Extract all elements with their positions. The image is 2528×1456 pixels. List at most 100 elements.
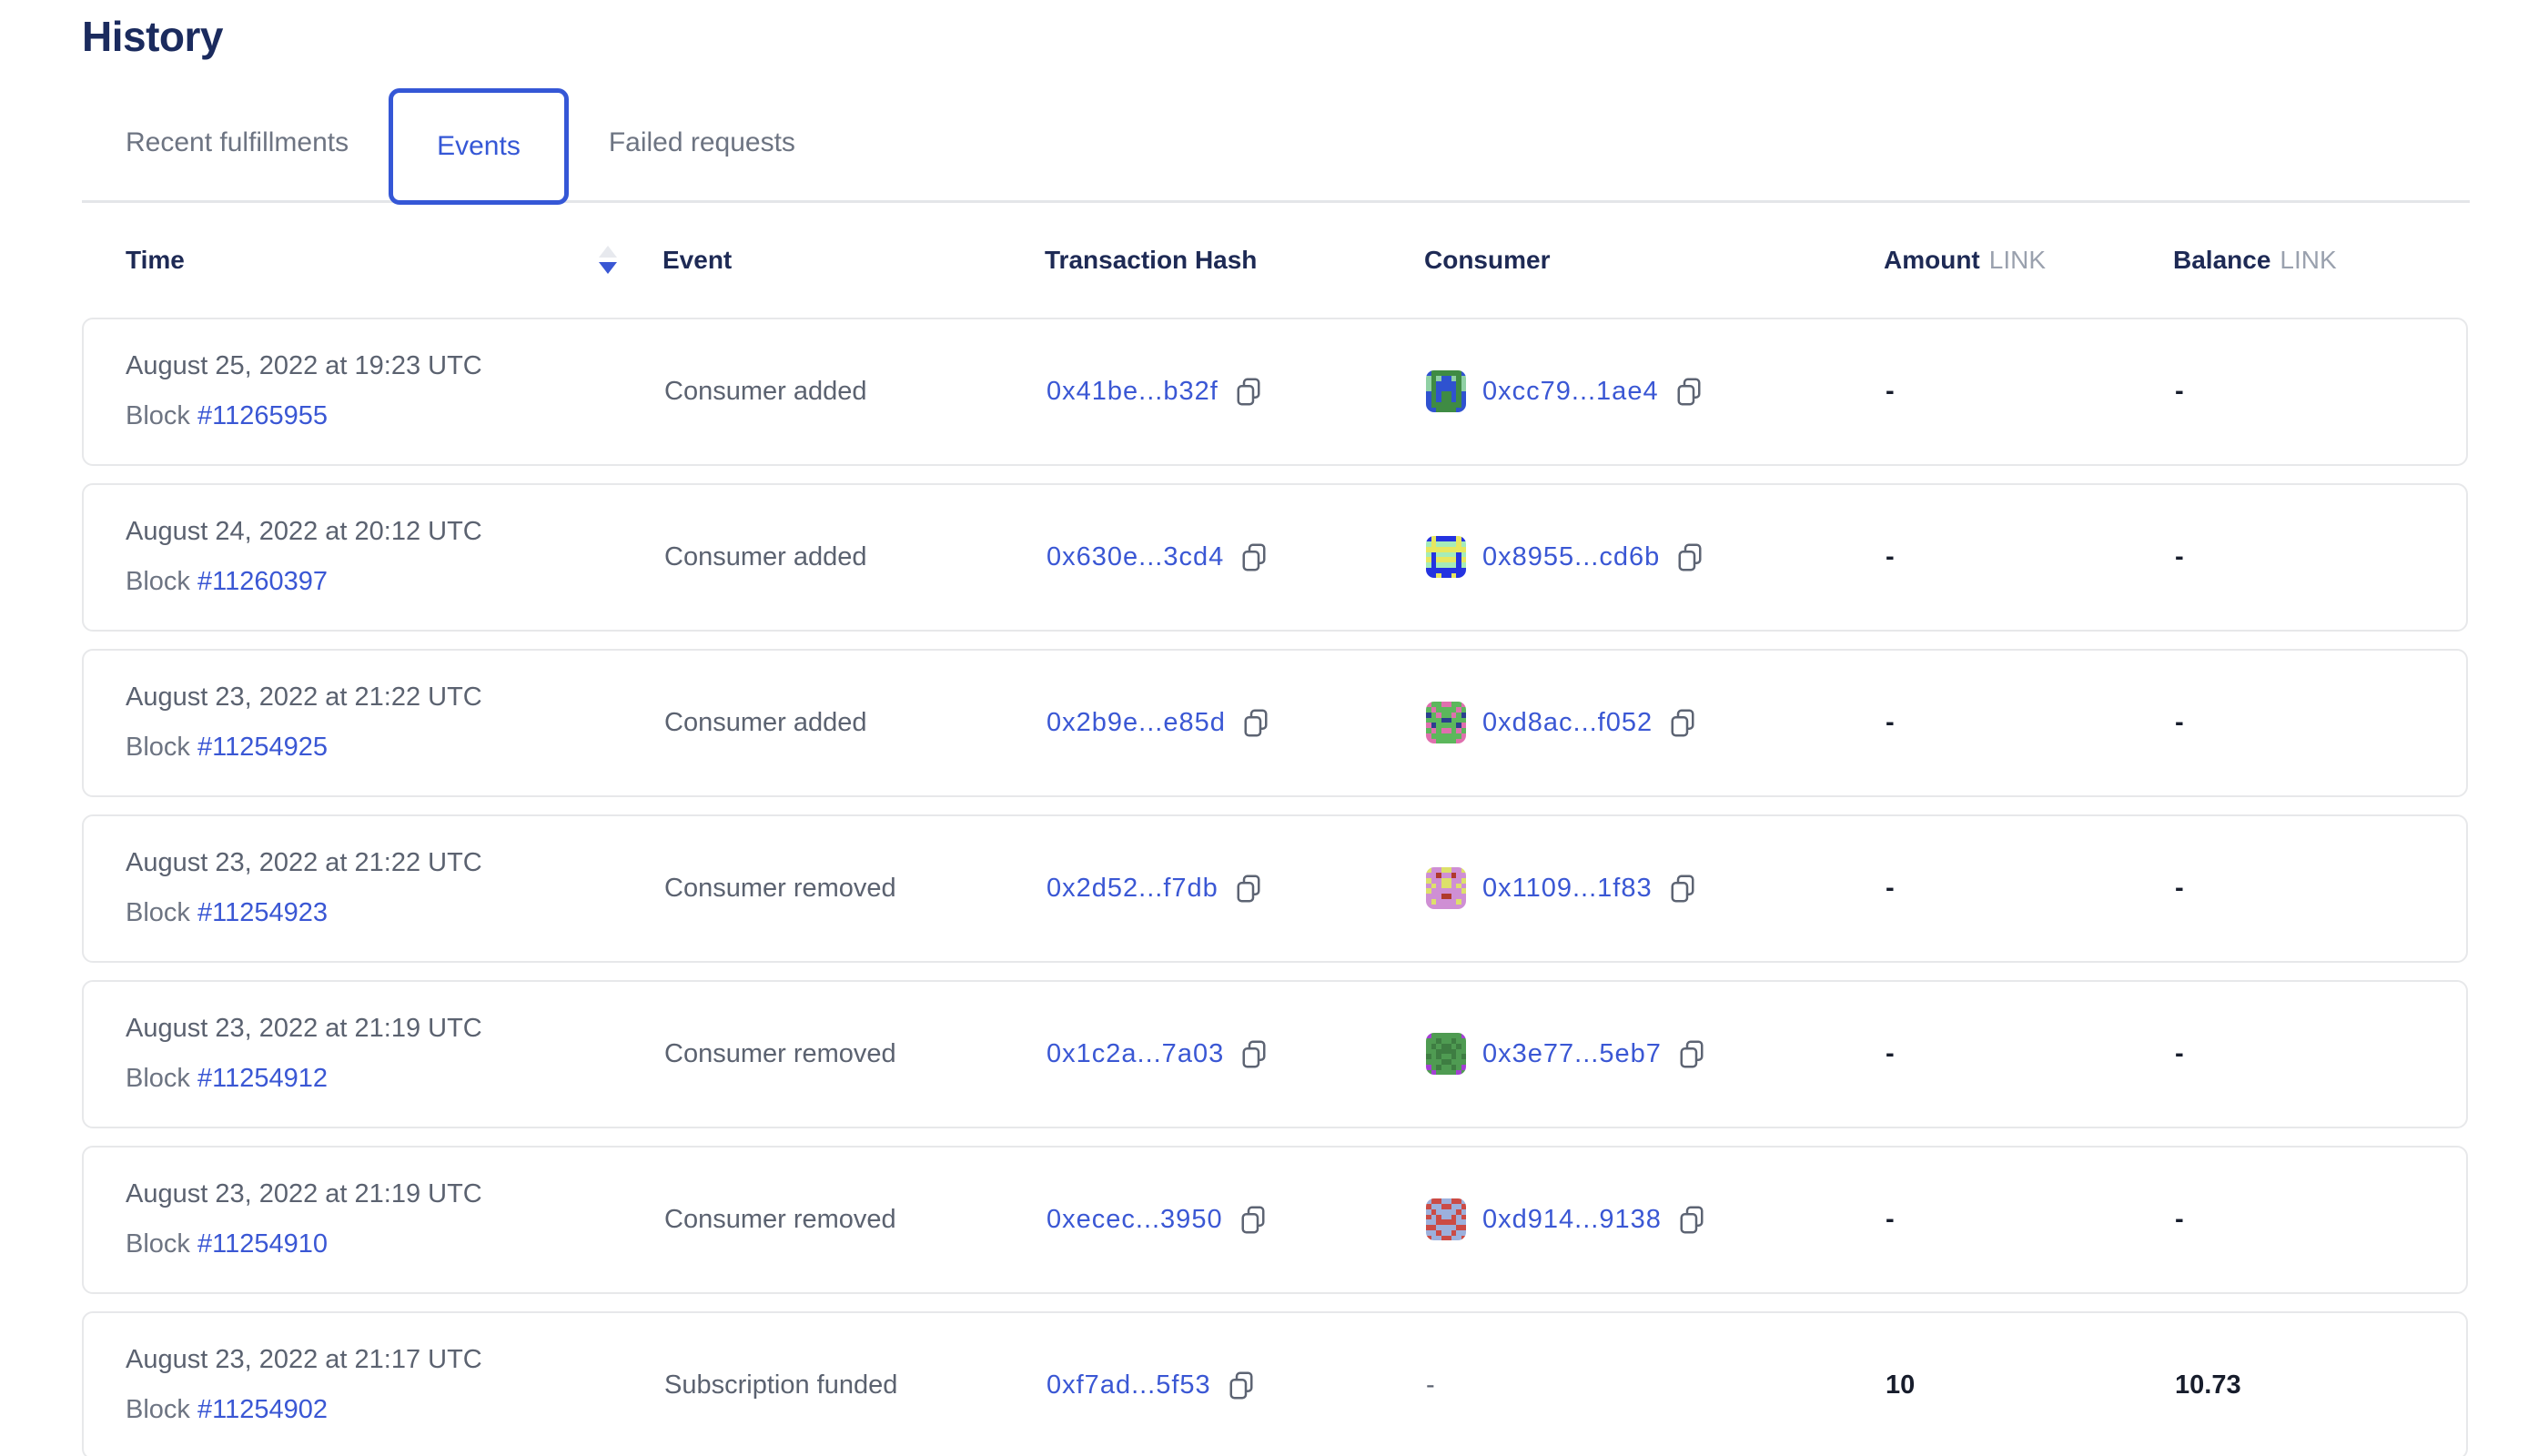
event-date: August 23, 2022 at 21:19 UTC (126, 1179, 482, 1209)
event-type: Consumer removed (664, 1038, 896, 1068)
consumer-address-link[interactable]: 0x1109...1f83 (1482, 873, 1653, 903)
amount-value: - (1886, 873, 1895, 903)
tab-failed-requests[interactable]: Failed requests (608, 127, 795, 158)
column-header-consumer: Consumer (1424, 245, 1551, 274)
event-date: August 25, 2022 at 19:23 UTC (126, 351, 482, 381)
consumer-address-link[interactable]: 0xcc79...1ae4 (1482, 376, 1659, 406)
transaction-hash-cell: 0x1c2a...7a03 (1047, 1039, 1426, 1069)
balance-value: - (2175, 707, 2184, 737)
transaction-hash-link[interactable]: 0x1c2a...7a03 (1047, 1038, 1225, 1068)
copy-icon[interactable] (1239, 1205, 1267, 1235)
block-line: Block #11254910 (126, 1229, 664, 1259)
sort-descending-icon[interactable] (599, 246, 617, 275)
caret-down-icon (599, 262, 617, 275)
consumer-cell: - (1426, 1370, 1886, 1400)
consumer-avatar (1426, 702, 1466, 744)
block-number-link[interactable]: #11254902 (197, 1395, 328, 1425)
block-label: Block (126, 733, 190, 763)
tab-events[interactable]: Events (389, 88, 569, 206)
transaction-hash-cell: 0xf7ad...5f53 (1047, 1370, 1426, 1400)
time-cell: August 23, 2022 at 21:19 UTC Block #11254… (84, 1179, 664, 1259)
event-type: Consumer added (664, 541, 867, 571)
consumer-empty: - (1426, 1370, 1435, 1400)
tab-events-label: Events (437, 131, 521, 162)
consumer-avatar (1426, 867, 1466, 910)
balance-value: 10.73 (2175, 1370, 2241, 1400)
consumer-address-link[interactable]: 0x8955...cd6b (1482, 541, 1661, 571)
caret-up-icon (599, 246, 617, 258)
consumer-avatar (1426, 1033, 1466, 1076)
event-row: August 23, 2022 at 21:22 UTC Block #11254… (82, 814, 2468, 963)
copy-icon[interactable] (1676, 542, 1704, 572)
event-type: Subscription funded (664, 1370, 898, 1400)
consumer-cell: 0x8955...cd6b (1426, 536, 1886, 579)
column-header-amount: Amount LINK (1884, 245, 2047, 274)
copy-icon[interactable] (1669, 708, 1696, 738)
transaction-hash-link[interactable]: 0x41be...b32f (1047, 376, 1218, 406)
event-row: August 24, 2022 at 20:12 UTC Block #11260… (82, 482, 2468, 632)
block-number-link[interactable]: #11254912 (197, 1064, 328, 1094)
time-cell: August 24, 2022 at 20:12 UTC Block #11260… (84, 517, 664, 597)
time-column-label: Time (126, 245, 185, 274)
copy-icon[interactable] (1228, 1370, 1255, 1400)
block-number-link[interactable]: #11265955 (197, 401, 328, 431)
block-number-link[interactable]: #11254925 (197, 733, 328, 763)
column-header-transaction-hash: Transaction Hash (1045, 245, 1258, 274)
copy-icon[interactable] (1669, 874, 1696, 904)
copy-icon[interactable] (1240, 1039, 1268, 1069)
transaction-hash-link[interactable]: 0xf7ad...5f53 (1047, 1370, 1211, 1400)
block-label: Block (126, 1064, 190, 1094)
balance-value: - (2175, 1204, 2184, 1234)
transaction-hash-cell: 0x2d52...f7db (1047, 874, 1426, 904)
amount-value: - (1886, 541, 1895, 571)
block-label: Block (126, 567, 190, 597)
transaction-hash-cell: 0x2b9e...e85d (1047, 708, 1426, 738)
amount-value: - (1886, 376, 1895, 406)
amount-value: - (1886, 1038, 1895, 1068)
time-cell: August 23, 2022 at 21:22 UTC Block #11254… (84, 848, 664, 928)
transaction-hash-link[interactable]: 0x2b9e...e85d (1047, 707, 1226, 737)
consumer-address-link[interactable]: 0xd914...9138 (1482, 1204, 1662, 1234)
consumer-cell: 0x3e77...5eb7 (1426, 1033, 1886, 1076)
consumer-cell: 0xd914...9138 (1426, 1198, 1886, 1241)
event-row: August 23, 2022 at 21:17 UTC Block #11254… (82, 1310, 2468, 1456)
block-number-link[interactable]: #11254923 (197, 898, 328, 928)
copy-icon[interactable] (1235, 874, 1262, 904)
event-row: August 23, 2022 at 21:19 UTC Block #11254… (82, 1145, 2468, 1294)
block-number-link[interactable]: #11260397 (197, 567, 328, 597)
block-label: Block (126, 898, 190, 928)
consumer-cell: 0xcc79...1ae4 (1426, 370, 1886, 413)
event-type: Consumer removed (664, 873, 896, 903)
amount-value: 10 (1886, 1370, 1916, 1400)
block-line: Block #11260397 (126, 567, 664, 597)
copy-icon[interactable] (1675, 377, 1703, 407)
consumer-address-link[interactable]: 0x3e77...5eb7 (1482, 1038, 1662, 1068)
consumer-address-link[interactable]: 0xd8ac...f052 (1482, 707, 1653, 737)
balance-value: - (2175, 873, 2184, 903)
copy-icon[interactable] (1235, 377, 1262, 407)
block-number-link[interactable]: #11254910 (197, 1229, 328, 1259)
event-row: August 25, 2022 at 19:23 UTC Block #11265… (82, 317, 2468, 466)
copy-icon[interactable] (1678, 1205, 1705, 1235)
transaction-hash-cell: 0x630e...3cd4 (1047, 542, 1426, 572)
tab-recent-fulfillments[interactable]: Recent fulfillments (126, 127, 349, 158)
transaction-hash-link[interactable]: 0x630e...3cd4 (1047, 541, 1225, 571)
tab-bar: Recent fulfillments Events Failed reques… (82, 86, 2470, 206)
event-type: Consumer added (664, 376, 867, 406)
block-line: Block #11254923 (126, 898, 664, 928)
event-row: August 23, 2022 at 21:22 UTC Block #11254… (82, 648, 2468, 797)
consumer-avatar (1426, 1198, 1466, 1241)
table-header: Time Event Transaction Hash Consumer Amo… (82, 203, 2468, 318)
copy-icon[interactable] (1678, 1039, 1705, 1069)
transaction-hash-cell: 0xecec...3950 (1047, 1205, 1426, 1235)
column-header-time[interactable]: Time (82, 246, 662, 275)
copy-icon[interactable] (1242, 708, 1269, 738)
event-date: August 24, 2022 at 20:12 UTC (126, 517, 482, 547)
amount-value: - (1886, 707, 1895, 737)
transaction-hash-link[interactable]: 0xecec...3950 (1047, 1204, 1223, 1234)
transaction-hash-link[interactable]: 0x2d52...f7db (1047, 873, 1218, 903)
time-cell: August 23, 2022 at 21:19 UTC Block #11254… (84, 1014, 664, 1094)
column-header-event: Event (662, 245, 733, 274)
consumer-cell: 0x1109...1f83 (1426, 867, 1886, 910)
copy-icon[interactable] (1240, 542, 1268, 572)
